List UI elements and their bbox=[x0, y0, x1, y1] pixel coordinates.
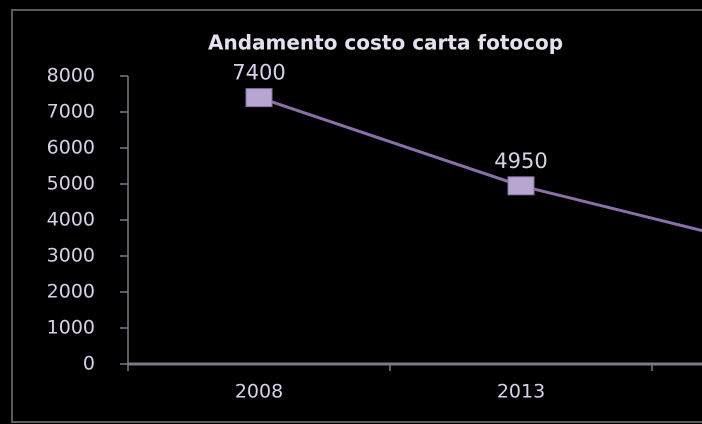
y-tick-label: 5000 bbox=[47, 173, 95, 195]
y-tick-label: 0 bbox=[83, 353, 95, 375]
y-tick-label: 7000 bbox=[47, 101, 95, 123]
y-tick-label: 4000 bbox=[47, 209, 95, 231]
y-tick-label: 3000 bbox=[47, 245, 95, 267]
chart-title: Andamento costo carta fotocop bbox=[208, 31, 563, 55]
y-tick-label: 1000 bbox=[47, 317, 95, 339]
data-label: 7400 bbox=[232, 61, 285, 85]
marker bbox=[507, 176, 535, 196]
y-tick-label: 6000 bbox=[47, 137, 95, 159]
y-tick-label: 2000 bbox=[47, 281, 95, 303]
x-tick-label: 2008 bbox=[235, 381, 283, 403]
marker bbox=[245, 88, 273, 108]
data-label: 4950 bbox=[494, 149, 547, 173]
x-tick-label: 2013 bbox=[497, 381, 545, 403]
y-tick-label: 8000 bbox=[47, 65, 95, 87]
chart-frame bbox=[11, 9, 702, 423]
